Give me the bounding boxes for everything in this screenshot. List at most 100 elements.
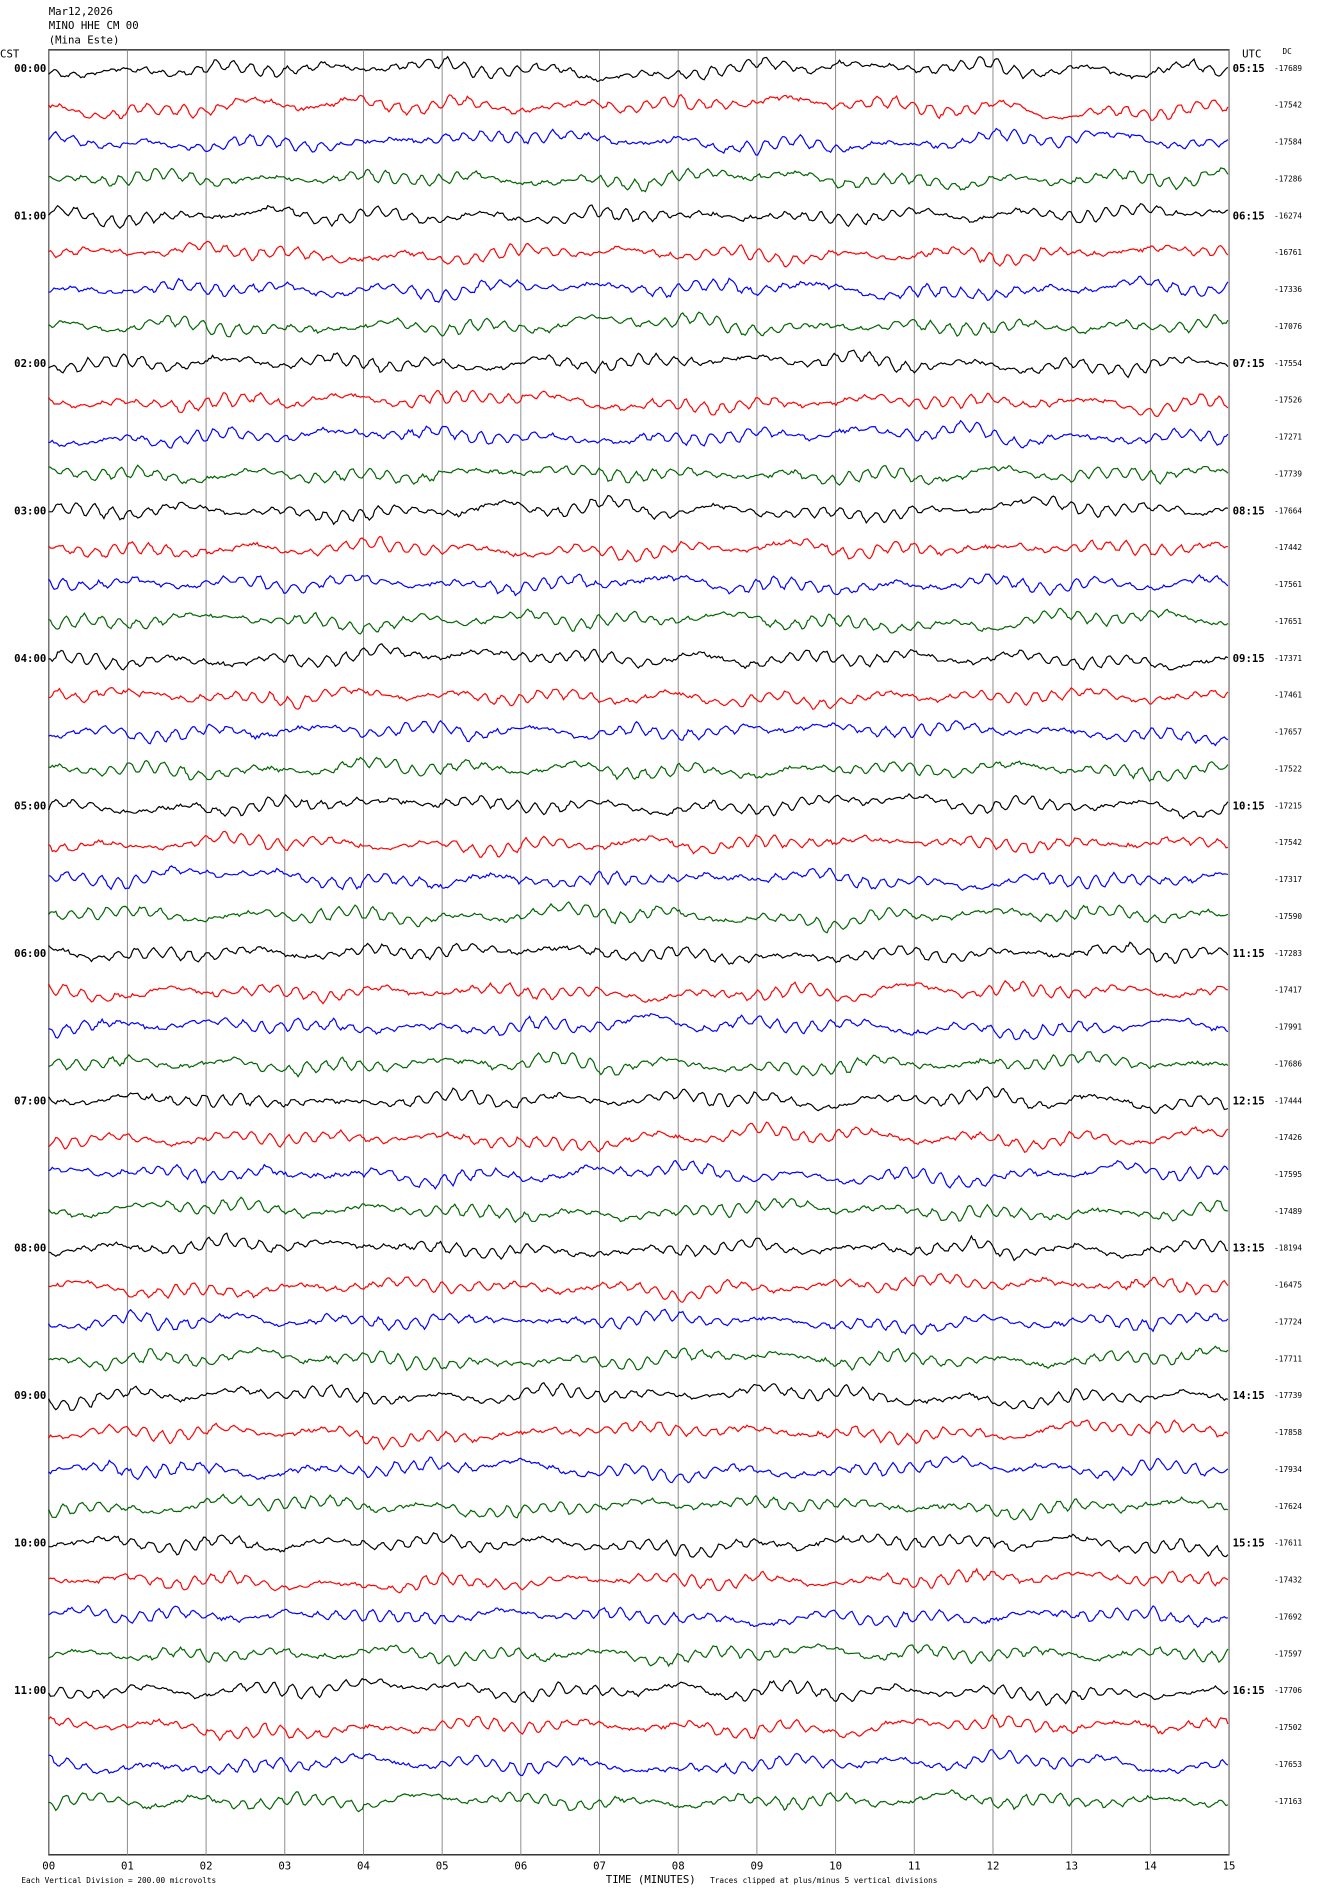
left-time: 10:00: [14, 1537, 46, 1550]
x-tick-label: 07: [593, 1860, 606, 1873]
dc-offset: -16475: [1274, 1281, 1302, 1290]
right-time: 15:15: [1233, 1537, 1265, 1550]
station: MINO HHE CM 00: [49, 19, 139, 32]
trace: [48, 941, 1229, 966]
trace: [48, 1714, 1229, 1742]
right-time: 13:15: [1233, 1242, 1265, 1255]
x-tick-label: 14: [1144, 1860, 1157, 1873]
x-tick-label: 08: [672, 1860, 685, 1873]
trace: [48, 1308, 1229, 1336]
dc-offset: -17271: [1274, 433, 1302, 442]
dc-offset: -17283: [1274, 949, 1302, 958]
left-time: 05:00: [14, 799, 46, 812]
right-time: 08:15: [1233, 504, 1265, 517]
dc-offset: -17286: [1274, 174, 1302, 183]
dc-label: DC: [1282, 47, 1292, 56]
x-tick-label: 00: [42, 1860, 55, 1873]
trace: [48, 1532, 1229, 1558]
trace: [48, 607, 1229, 635]
left-time: 07:00: [14, 1094, 46, 1107]
trace: [48, 1121, 1229, 1154]
trace: [48, 464, 1229, 486]
trace: [48, 979, 1228, 1005]
dc-offset: -17522: [1274, 764, 1302, 773]
x-tick-label: 06: [514, 1860, 527, 1873]
dc-offset: -17561: [1274, 580, 1302, 589]
left-time: 03:00: [14, 504, 46, 517]
trace: [48, 1272, 1229, 1303]
dc-offset: -17664: [1274, 506, 1302, 515]
dc-offset: -17595: [1274, 1170, 1302, 1179]
dc-offset: -17432: [1274, 1576, 1302, 1585]
right-time: 09:15: [1233, 652, 1265, 665]
dc-offset: -17444: [1274, 1096, 1302, 1105]
x-tick-label: 04: [357, 1860, 370, 1873]
left-time: 06:00: [14, 947, 46, 960]
dc-offset: -16761: [1274, 248, 1302, 257]
right-time: 16:15: [1233, 1684, 1265, 1697]
dc-offset: -17611: [1274, 1539, 1302, 1548]
trace: [48, 167, 1229, 193]
trace: [48, 311, 1229, 338]
plot-frame: [48, 49, 1230, 1856]
dc-offset: -17739: [1274, 1391, 1302, 1400]
dc-offset: -17689: [1274, 64, 1302, 73]
trace: [48, 419, 1229, 449]
dc-offset: -17489: [1274, 1207, 1302, 1216]
dc-offset: -17076: [1274, 322, 1302, 331]
left-zone: CST: [0, 48, 20, 61]
trace: [48, 93, 1229, 121]
right-time: 12:15: [1233, 1094, 1265, 1107]
trace: [48, 1748, 1229, 1777]
dc-offset: -17653: [1274, 1760, 1302, 1769]
trace: [48, 686, 1229, 710]
dc-offset: -17739: [1274, 469, 1302, 478]
dc-offset: -17442: [1274, 543, 1302, 552]
right-time: 14:15: [1233, 1389, 1265, 1402]
x-tick-label: 01: [121, 1860, 134, 1873]
trace: [48, 1419, 1229, 1451]
trace: [48, 1086, 1229, 1115]
x-tick-label: 15: [1223, 1860, 1236, 1873]
dc-offset: -17692: [1274, 1612, 1302, 1621]
x-tick-label: 11: [908, 1860, 921, 1873]
dc-offset: -17542: [1274, 838, 1302, 847]
dc-offset: -17724: [1274, 1317, 1302, 1326]
trace: [48, 494, 1229, 526]
dc-offset: -17858: [1274, 1428, 1302, 1437]
trace: [48, 901, 1229, 934]
x-tick-label: 03: [278, 1860, 291, 1873]
trace: [48, 719, 1229, 747]
trace: [48, 793, 1229, 820]
dc-offset: -17657: [1274, 728, 1302, 737]
trace: [48, 240, 1229, 268]
dc-offset: -17711: [1274, 1354, 1302, 1363]
dc-offset: -17686: [1274, 1059, 1302, 1068]
trace: [48, 1677, 1229, 1707]
dc-offset: -17542: [1274, 101, 1302, 110]
trace: [48, 1345, 1229, 1372]
dc-offset: -17163: [1274, 1797, 1302, 1806]
left-time: 02:00: [14, 357, 46, 370]
dc-offset: -17461: [1274, 691, 1302, 700]
right-time: 06:15: [1233, 209, 1265, 222]
dc-offset: -17554: [1274, 359, 1302, 368]
x-tick-label: 12: [987, 1860, 1000, 1873]
dc-offset: -16274: [1274, 211, 1302, 220]
x-tick-label: 05: [436, 1860, 449, 1873]
dc-offset: -17426: [1274, 1133, 1302, 1142]
x-tick-label: 10: [829, 1860, 842, 1873]
x-tick-label: 13: [1065, 1860, 1078, 1873]
trace: [48, 389, 1229, 418]
trace: [48, 349, 1229, 379]
dc-offset: -17336: [1274, 285, 1302, 294]
dc-offset: -17590: [1274, 912, 1302, 921]
trace: [48, 1604, 1228, 1628]
left-time: 04:00: [14, 652, 46, 665]
dc-offset: -17597: [1274, 1649, 1302, 1658]
right-time: 11:15: [1233, 947, 1265, 960]
left-time: 08:00: [14, 1242, 46, 1255]
date: Mar12,2026: [49, 5, 113, 18]
trace: [48, 1232, 1229, 1262]
